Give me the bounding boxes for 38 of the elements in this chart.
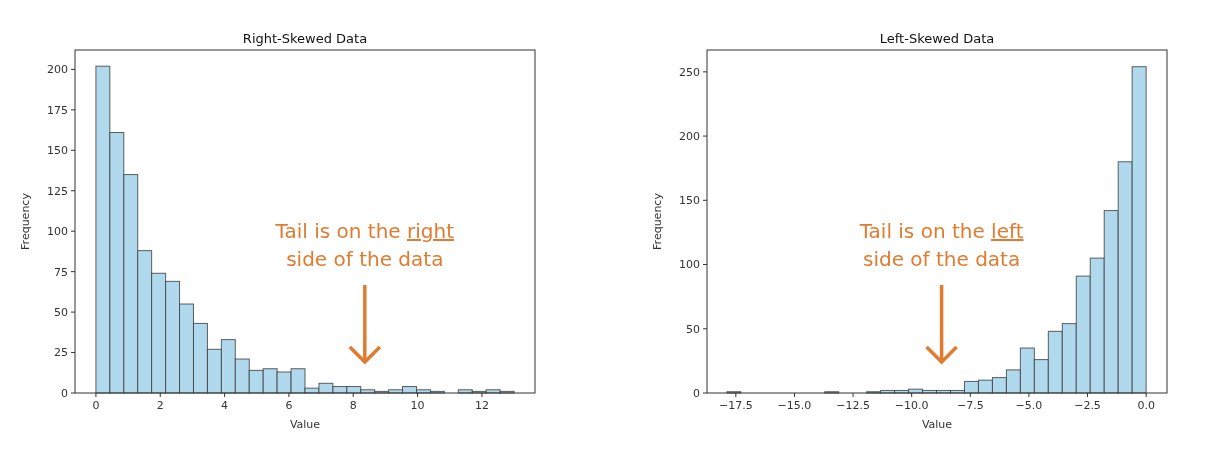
x-tick-label: −15.0: [777, 399, 812, 412]
y-tick-label: 250: [679, 65, 700, 79]
annotation: Tail is on the left side of the data: [858, 219, 1024, 271]
x-tick-label: −17.5: [718, 399, 753, 412]
y-tick-label: 100: [47, 225, 68, 239]
y-tick-label: 100: [679, 258, 700, 272]
y-tick-label: 0: [61, 386, 68, 400]
chart-title: Left-Skewed Data: [879, 31, 995, 46]
x-tick-label: 6: [285, 399, 293, 412]
x-tick-label: 4: [221, 399, 229, 412]
x-tick-label: 0.0: [1137, 399, 1155, 412]
x-tick-label: 0: [92, 399, 100, 412]
y-tick-label: 25: [54, 346, 68, 360]
y-tick-label: 0: [693, 386, 700, 400]
y-tick-label: 75: [54, 265, 68, 279]
y-axis-title: Frequency: [19, 192, 32, 250]
chart-title: Right-Skewed Data: [242, 31, 368, 46]
annotation: Tail is on the right side of the data: [274, 219, 455, 271]
y-tick-label: 50: [54, 305, 68, 319]
y-tick-label: 50: [686, 322, 700, 336]
x-tick-label: 10: [410, 399, 425, 412]
x-tick-label: 8: [349, 399, 357, 412]
x-tick-label: −10.0: [894, 399, 929, 412]
x-tick-label: −7.5: [956, 399, 984, 412]
y-tick-label: 175: [47, 103, 68, 117]
y-tick-label: 200: [47, 63, 68, 77]
x-tick-label: −5.0: [1015, 399, 1043, 412]
x-tick-label: −2.5: [1074, 399, 1101, 412]
y-tick-label: 150: [47, 144, 68, 158]
x-tick-label: 12: [474, 399, 489, 412]
x-tick-label: 2: [156, 399, 164, 412]
y-tick-label: 200: [679, 129, 700, 143]
y-tick-label: 150: [679, 194, 700, 208]
y-axis-title: Frequency: [651, 192, 664, 250]
x-axis-title: Value: [289, 418, 321, 431]
x-tick-label: −12.5: [836, 399, 870, 412]
y-tick-label: 125: [47, 184, 68, 198]
x-axis-title: Value: [921, 418, 953, 431]
